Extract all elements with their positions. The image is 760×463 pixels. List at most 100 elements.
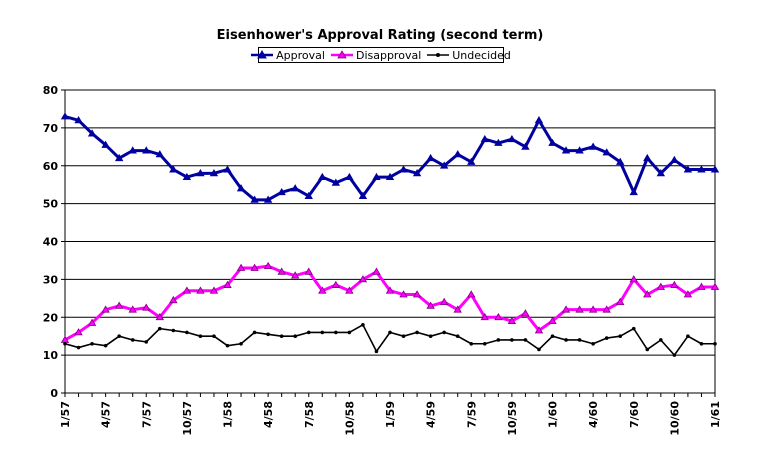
data-point-disapproval — [209, 286, 219, 294]
data-point-disapproval — [101, 305, 110, 313]
data-point-undecided — [130, 338, 135, 342]
data-point-disapproval — [223, 280, 232, 288]
data-point-disapproval — [616, 297, 625, 306]
data-point-approval — [561, 146, 571, 154]
data-point-approval — [155, 150, 164, 158]
data-point-disapproval — [250, 263, 259, 271]
data-point-disapproval — [87, 318, 97, 326]
x-tick-label: 10/60 — [668, 401, 681, 436]
x-tick-label: 10/59 — [506, 401, 519, 436]
x-tick-label: 4/58 — [262, 401, 275, 428]
data-point-undecided — [293, 334, 298, 338]
data-point-disapproval — [331, 280, 341, 288]
data-point-approval — [304, 191, 313, 199]
legend-item-disapproval: Disapproval — [330, 48, 422, 62]
x-tick-label: 1/60 — [547, 401, 560, 428]
data-point-disapproval — [345, 286, 354, 294]
data-point-undecided — [401, 334, 406, 338]
data-point-disapproval — [521, 309, 530, 317]
data-point-approval — [480, 134, 489, 143]
data-point-disapproval — [128, 305, 137, 313]
data-point-undecided — [564, 338, 568, 342]
y-tick-label: 0 — [50, 387, 58, 400]
data-point-disapproval — [494, 312, 503, 321]
data-point-approval — [439, 161, 449, 169]
data-point-disapproval — [385, 286, 395, 294]
data-point-undecided — [631, 326, 636, 331]
data-point-undecided — [388, 330, 392, 335]
data-point-disapproval — [318, 286, 327, 294]
x-tick-label: 4/59 — [425, 401, 438, 428]
data-point-disapproval — [263, 261, 273, 270]
data-point-undecided — [604, 336, 609, 340]
data-point-undecided — [144, 340, 149, 344]
data-point-undecided — [212, 334, 216, 338]
data-point-approval — [114, 153, 124, 162]
data-point-approval — [412, 169, 422, 177]
data-point-undecided — [103, 343, 108, 348]
data-point-disapproval — [399, 290, 408, 298]
data-point-approval — [616, 157, 625, 165]
data-point-undecided — [659, 338, 663, 342]
x-tick-label: 4/60 — [587, 401, 600, 428]
series-line-undecided — [64, 324, 715, 356]
data-point-disapproval — [412, 290, 422, 298]
data-point-disapproval — [656, 282, 666, 290]
x-tick-label: 1/61 — [709, 401, 722, 428]
data-point-disapproval — [439, 297, 449, 306]
data-point-undecided — [482, 341, 487, 346]
data-point-approval — [142, 146, 151, 154]
legend-swatch-undecided — [427, 53, 450, 57]
legend-item-approval: Approval — [251, 49, 325, 62]
data-point-disapproval — [548, 316, 557, 324]
data-point-approval — [575, 146, 584, 154]
data-point-disapproval — [277, 267, 286, 275]
data-point-disapproval — [196, 286, 205, 294]
data-point-undecided — [496, 338, 501, 342]
data-point-disapproval — [710, 282, 720, 290]
data-point-undecided — [90, 341, 94, 346]
data-point-approval — [534, 116, 544, 124]
data-point-disapproval — [426, 301, 435, 309]
data-point-undecided — [374, 349, 379, 354]
chart-title: Eisenhower's Approval Rating (second ter… — [216, 28, 544, 43]
data-point-undecided — [117, 334, 121, 338]
data-point-undecided — [686, 334, 690, 338]
data-point-approval — [263, 195, 273, 203]
y-tick-label: 10 — [43, 349, 59, 362]
data-point-approval — [291, 184, 300, 192]
legend-swatch-approval — [251, 50, 274, 59]
data-point-approval — [643, 153, 652, 162]
data-point-approval — [60, 112, 70, 120]
data-point-disapproval — [74, 328, 83, 336]
data-point-disapproval — [182, 286, 192, 294]
legend-item-undecided: Undecided — [427, 49, 511, 62]
y-tick-label: 80 — [43, 84, 59, 97]
data-point-undecided — [537, 347, 541, 352]
data-point-approval — [656, 169, 666, 177]
data-point-approval — [128, 146, 137, 154]
data-point-disapproval — [561, 305, 571, 313]
data-point-approval — [548, 138, 557, 146]
data-point-undecided — [618, 334, 623, 338]
data-point-undecided — [198, 334, 203, 338]
data-point-disapproval — [697, 282, 706, 290]
data-point-undecided — [279, 334, 284, 338]
data-point-disapproval — [670, 280, 679, 288]
data-point-approval — [318, 172, 327, 181]
chart-legend: Approval Disapproval Undecided — [251, 47, 511, 63]
data-point-disapproval — [467, 290, 476, 298]
data-point-undecided — [266, 332, 270, 337]
y-tick-label: 70 — [43, 122, 59, 135]
data-point-approval — [372, 172, 381, 181]
x-tick-label: 7/57 — [140, 401, 153, 428]
data-point-undecided — [428, 334, 433, 338]
data-point-undecided — [334, 330, 338, 335]
data-point-disapproval — [588, 305, 598, 313]
legend-label-disapproval: Disapproval — [355, 48, 422, 62]
data-point-undecided — [591, 341, 595, 346]
data-point-approval — [277, 187, 286, 196]
data-point-approval — [453, 150, 462, 158]
data-point-disapproval — [142, 303, 151, 311]
